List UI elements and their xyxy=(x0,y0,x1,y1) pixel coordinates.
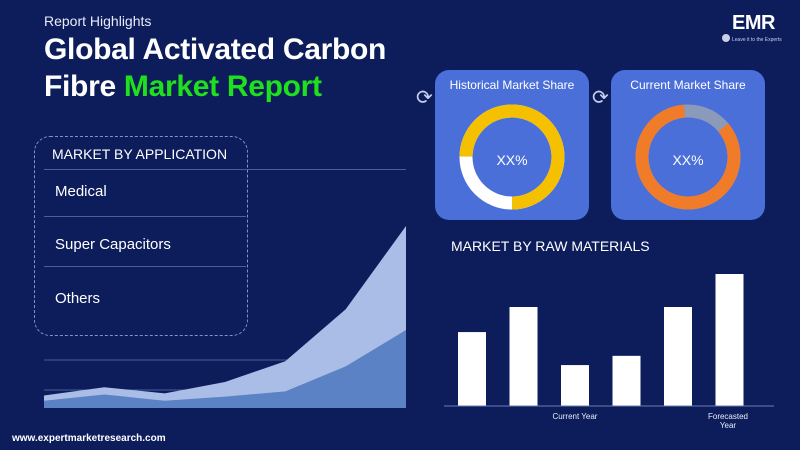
bar-3 xyxy=(561,365,589,406)
application-item-super-capacitors: Super Capacitors xyxy=(55,236,171,253)
historical-donut xyxy=(459,104,565,210)
footer-url: www.expertmarketresearch.com xyxy=(12,433,166,444)
globe-icon xyxy=(722,34,730,42)
raw-materials-title: MARKET BY RAW MATERIALS xyxy=(451,238,650,254)
bar-2 xyxy=(509,307,538,406)
area-series-back xyxy=(44,226,406,408)
bar-6 xyxy=(715,274,744,406)
current-share-title: Current Market Share xyxy=(630,78,746,92)
rotate-icon: ⟳ xyxy=(592,87,609,109)
bar-1 xyxy=(458,332,486,406)
rotate-icon: ⟳ xyxy=(416,87,433,109)
logo-tagline: Leave it to the Experts xyxy=(732,37,782,43)
area-series-front xyxy=(44,330,406,408)
historical-share-card: Historical Market Share XX% xyxy=(435,70,589,220)
current-donut xyxy=(635,104,741,210)
divider xyxy=(44,266,246,267)
historical-donut-arc xyxy=(459,104,565,210)
current-share-card: Current Market Share XX% xyxy=(611,70,765,220)
bar-x-label-forecasted-year: Forecasted Year xyxy=(707,412,749,430)
emr-logo: EMR Leave it to the Experts xyxy=(722,12,786,48)
divider xyxy=(44,169,406,170)
bar-x-label-current-year: Current Year xyxy=(552,412,598,421)
current-share-value: XX% xyxy=(672,152,704,168)
title-prefix: Fibre xyxy=(44,70,124,103)
divider xyxy=(44,216,246,217)
growth-area-chart xyxy=(44,226,406,408)
application-item-others: Others xyxy=(55,290,101,307)
bar-4 xyxy=(612,355,641,406)
application-title: MARKET BY APPLICATION xyxy=(52,146,228,162)
historical-share-value: XX% xyxy=(496,152,528,168)
title-accent: Market Report xyxy=(123,70,322,103)
application-panel xyxy=(34,136,248,336)
report-highlights-label: Report Highlights xyxy=(44,13,152,29)
bar-5 xyxy=(664,307,692,406)
page-title-line1: Global Activated Carbon xyxy=(44,33,387,66)
logo-name: EMR xyxy=(732,12,775,34)
page-title-line2: Fibre Market Report xyxy=(44,70,322,104)
raw-materials-bar-chart xyxy=(444,274,774,407)
application-item-medical: Medical xyxy=(55,183,107,200)
historical-share-title: Historical Market Share xyxy=(449,78,575,92)
